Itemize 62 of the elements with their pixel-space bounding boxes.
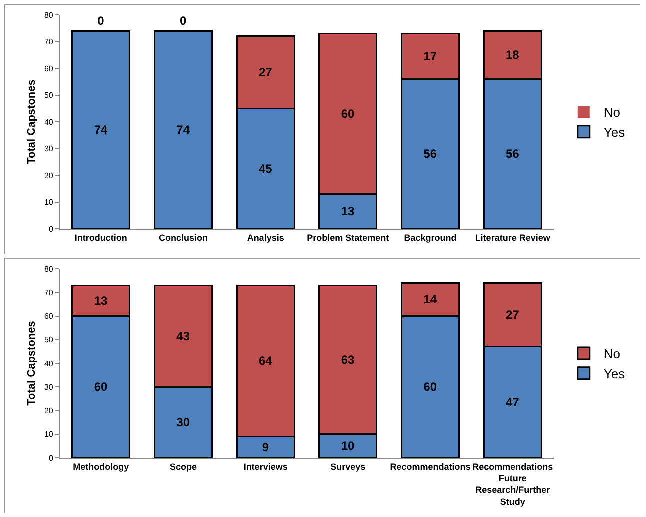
x-tick-label: Background [404, 232, 457, 243]
x-tick-label: Interviews [244, 462, 288, 472]
data-label: 60 [424, 380, 438, 394]
y-tick-label: 40 [44, 118, 54, 127]
y-tick-label: 60 [44, 64, 54, 74]
x-tick-label: Conclusion [159, 232, 208, 243]
legend-label: No [604, 346, 621, 362]
y-tick-label: 70 [44, 38, 54, 47]
x-tick-label: Surveys [330, 462, 366, 472]
data-label: 60 [94, 380, 108, 394]
data-label: 14 [424, 292, 438, 307]
y-tick-label: 0 [48, 454, 54, 463]
data-label: 74 [94, 123, 108, 138]
data-label: 60 [341, 106, 355, 121]
data-label: 9 [262, 440, 270, 454]
data-label: 27 [259, 66, 273, 80]
data-label: 10 [341, 439, 355, 454]
legend-label: No [604, 105, 621, 120]
data-label: 56 [424, 147, 438, 162]
x-tick-label: Scope [170, 462, 198, 472]
y-axis-title: Total Capstones [26, 80, 38, 164]
y-tick-label: 70 [44, 288, 54, 298]
y-tick-label: 80 [44, 10, 54, 20]
data-label: 30 [176, 416, 190, 430]
y-tick-label: 50 [44, 91, 54, 100]
x-tick-label: Recommendations [390, 462, 471, 472]
data-label: 13 [94, 294, 108, 308]
data-label: 47 [506, 395, 520, 410]
y-tick-label: 10 [44, 198, 54, 208]
x-tick-label: Recommendations Future Research/Further Study [472, 462, 554, 507]
x-tick-label: Introduction [74, 232, 128, 243]
data-label: 63 [341, 352, 355, 367]
y-tick-label: 30 [44, 382, 54, 392]
data-label: 0 [180, 14, 187, 28]
y-tick-label: 0 [48, 224, 54, 234]
y-tick-label: 40 [44, 359, 54, 368]
legend-label: Yes [604, 124, 626, 140]
bar [154, 30, 214, 229]
y-tick-label: 10 [44, 430, 54, 440]
data-label: 74 [176, 123, 190, 138]
data-label: 56 [506, 147, 520, 162]
data-label: 18 [506, 48, 520, 62]
y-tick-label: 60 [44, 312, 54, 322]
legend-label: Yes [604, 366, 626, 382]
data-label: 43 [176, 329, 190, 344]
x-tick-label: Problem Statement [307, 232, 390, 243]
data-label: 0 [98, 14, 105, 28]
data-label: 17 [424, 49, 438, 64]
x-tick-label: Methodology [73, 462, 130, 472]
bar [72, 30, 131, 229]
data-label: 45 [259, 162, 273, 176]
y-axis-title: Total Capstones [26, 321, 38, 406]
y-tick-label: 20 [44, 171, 54, 180]
x-tick-label: Analysis [247, 232, 284, 243]
y-tick-label: 50 [44, 336, 54, 345]
x-tick-label: Literature Review [475, 232, 552, 243]
data-label: 27 [506, 308, 520, 322]
data-label: 13 [341, 204, 355, 219]
y-tick-label: 30 [44, 144, 54, 154]
data-label: 64 [259, 354, 273, 368]
y-tick-label: 20 [44, 406, 54, 416]
y-tick-label: 80 [44, 264, 54, 274]
